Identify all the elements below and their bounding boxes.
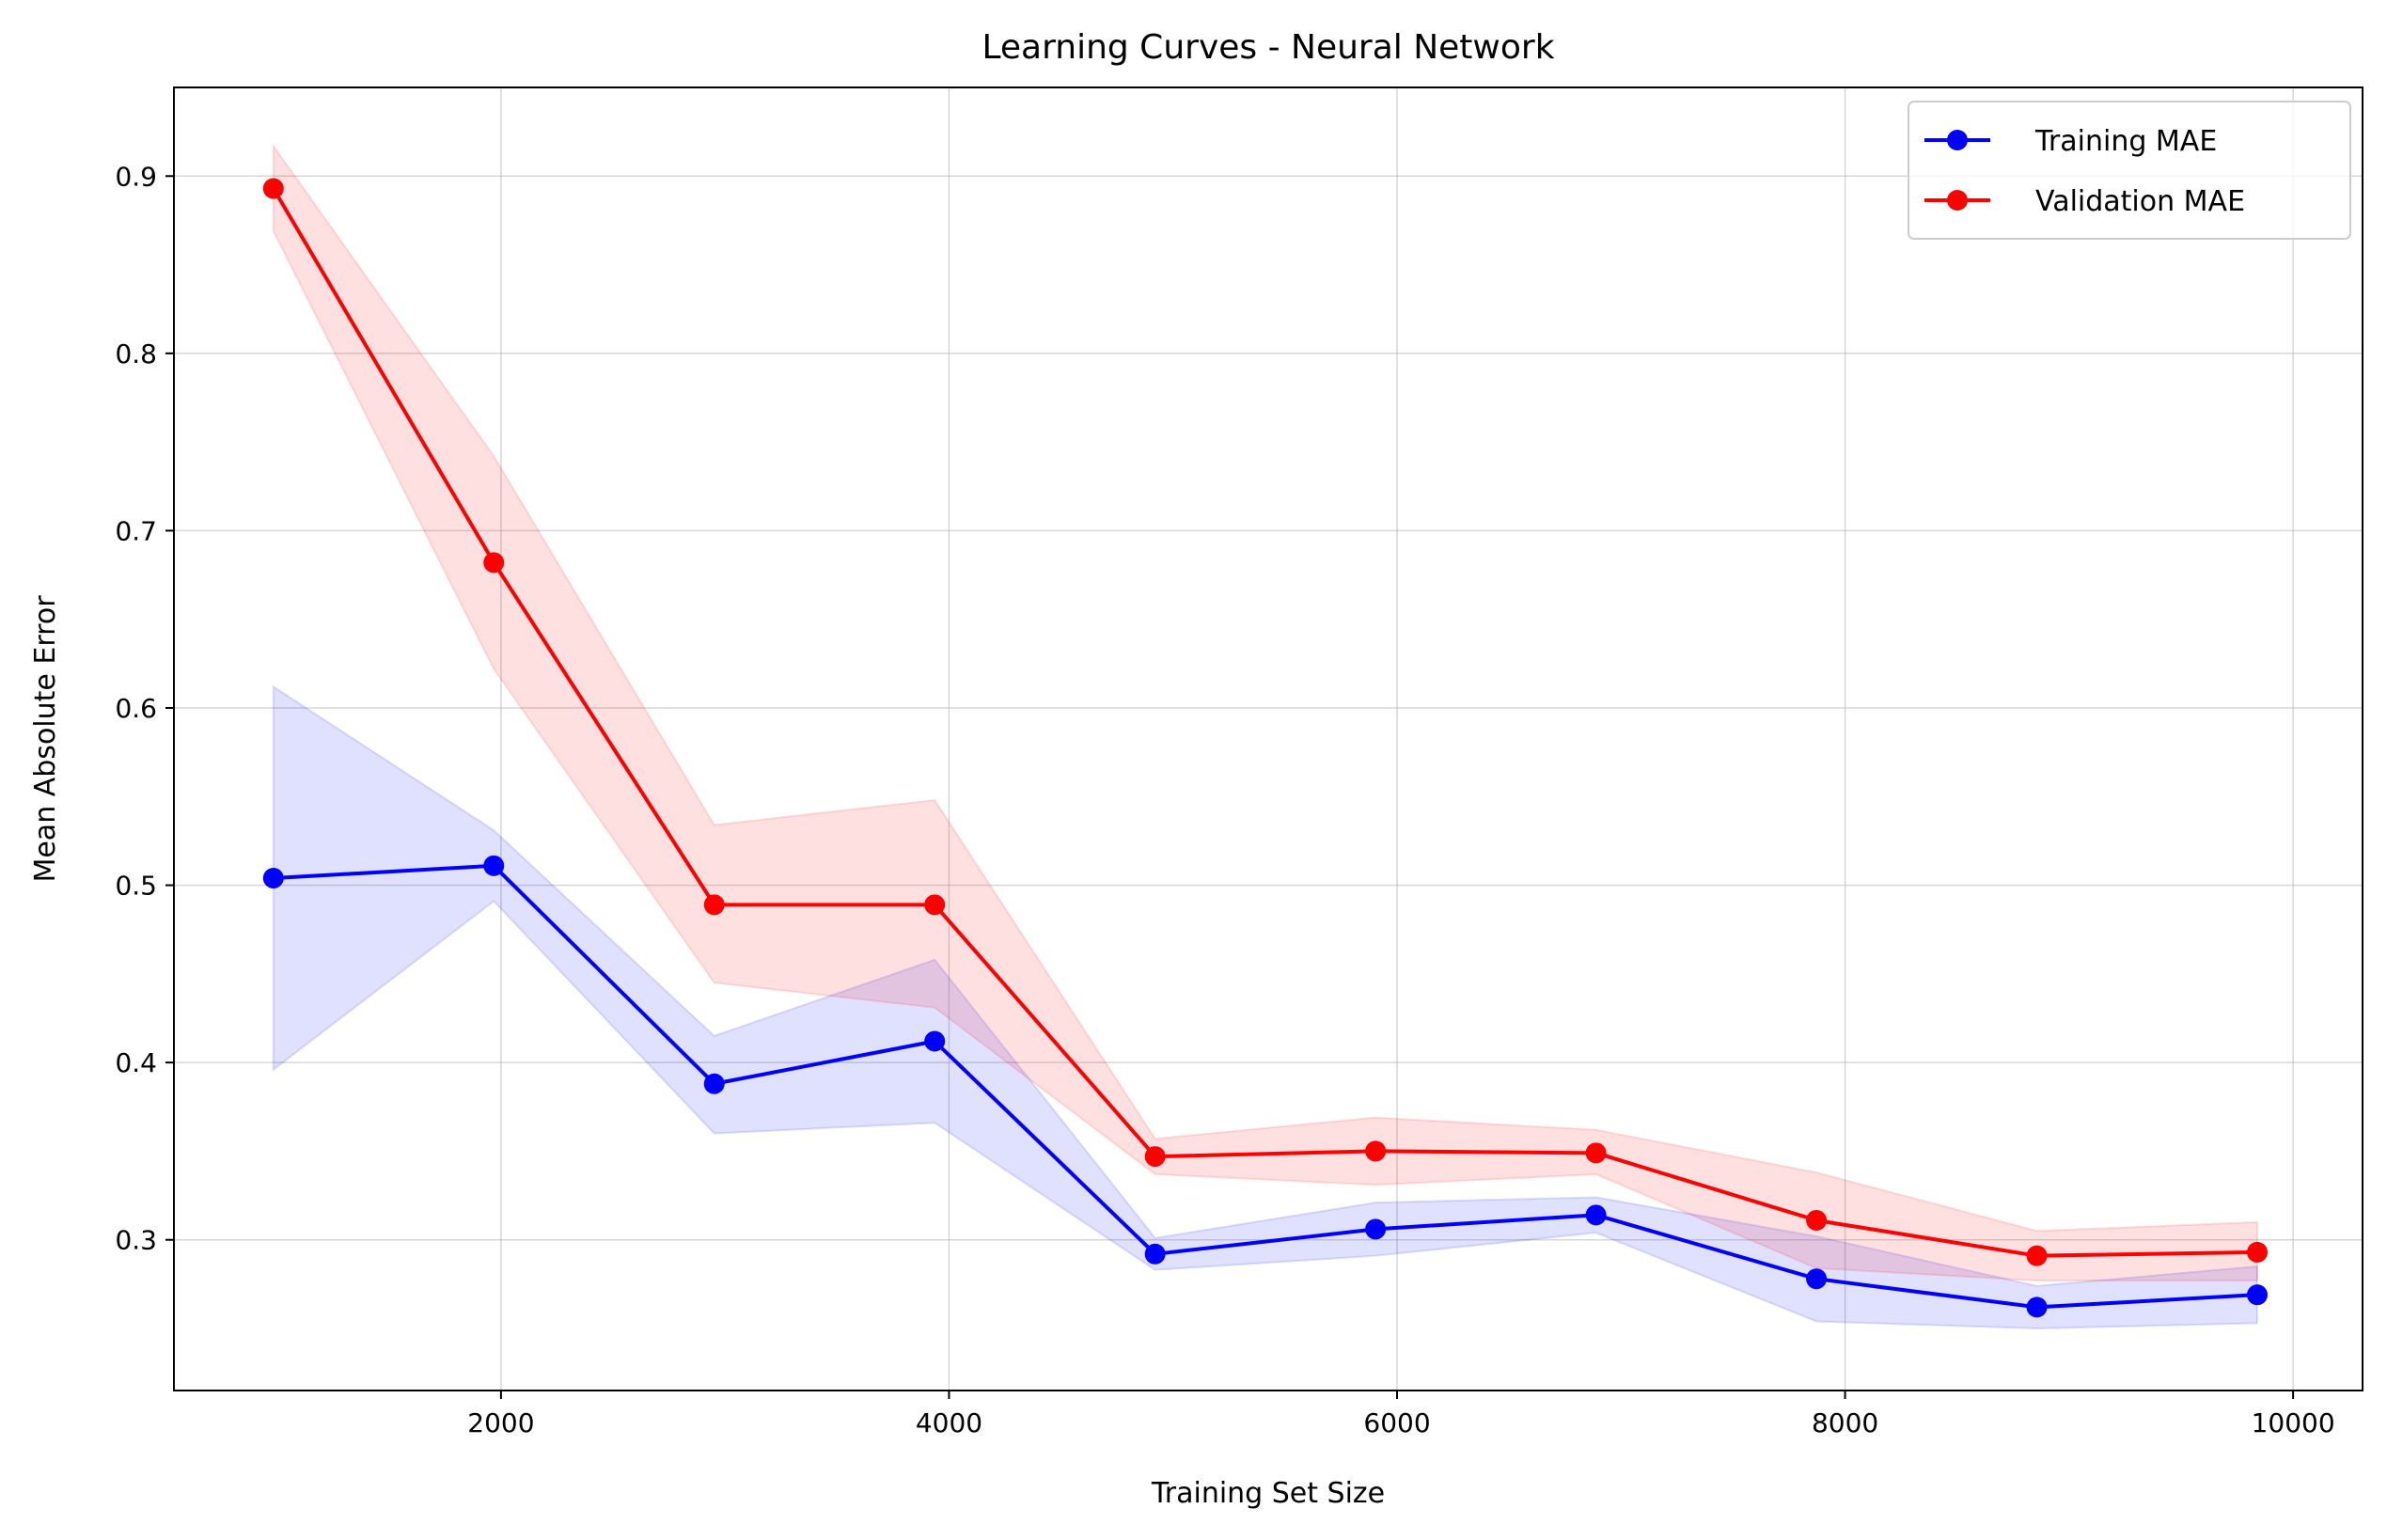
plot-frame — [173, 86, 2363, 1391]
validation-point — [1144, 1146, 1166, 1168]
legend-marker-training — [1947, 130, 1968, 150]
training-point — [1806, 1268, 1828, 1290]
confidence-bands — [272, 143, 2259, 1330]
grid-lines — [174, 87, 2363, 1391]
validation-point — [2247, 1241, 2269, 1263]
training-band — [272, 684, 2259, 1330]
training-line — [273, 863, 2258, 1310]
validation-point — [1806, 1209, 1828, 1231]
legend-box — [1908, 101, 2351, 240]
training-point — [1365, 1218, 1387, 1240]
series-markers — [262, 178, 2269, 1318]
y-tick-label: 0.7 — [115, 515, 157, 546]
x-axis-ticks: 2000 4000 6000 8000 10000 — [467, 1391, 2335, 1438]
validation-point — [262, 178, 284, 199]
training-point — [2247, 1284, 2269, 1306]
y-axis-label: Mean Absolute Error — [29, 595, 62, 883]
validation-point — [2026, 1245, 2048, 1266]
y-tick-label: 0.5 — [115, 871, 157, 902]
training-point — [703, 1073, 725, 1094]
legend-label-validation: Validation MAE — [2035, 185, 2245, 218]
y-tick-label: 0.4 — [115, 1047, 157, 1078]
chart-title: Learning Curves - Neural Network — [981, 28, 1554, 67]
validation-point — [1365, 1140, 1387, 1162]
y-tick-label: 0.3 — [115, 1225, 157, 1256]
x-tick-label: 2000 — [467, 1407, 534, 1438]
training-point — [262, 868, 284, 889]
legend-label-training: Training MAE — [2034, 125, 2217, 158]
training-point — [483, 855, 505, 876]
training-point — [1144, 1243, 1166, 1265]
y-tick-label: 0.8 — [115, 338, 157, 369]
y-axis-ticks: 0.3 0.4 0.5 0.6 0.7 0.8 0.9 — [115, 161, 174, 1256]
validation-point — [1585, 1142, 1607, 1164]
x-tick-label: 4000 — [916, 1407, 982, 1438]
validation-point — [703, 894, 725, 916]
x-axis-label: Training Set Size — [1151, 1477, 1385, 1510]
legend-marker-validation — [1947, 190, 1968, 211]
training-point — [2026, 1296, 2048, 1318]
validation-point — [924, 894, 946, 916]
validation-line — [272, 187, 2258, 1258]
x-tick-label: 6000 — [1363, 1407, 1430, 1438]
training-point — [1585, 1204, 1607, 1226]
legend: Training MAE Validation MAE — [1908, 101, 2351, 240]
y-tick-label: 0.9 — [115, 161, 157, 192]
training-point — [924, 1030, 946, 1052]
y-tick-label: 0.6 — [115, 693, 157, 724]
validation-band — [272, 143, 2259, 1282]
x-tick-label: 10000 — [2252, 1407, 2335, 1438]
series-lines — [272, 187, 2258, 1310]
x-tick-label: 8000 — [1812, 1407, 1878, 1438]
validation-point — [483, 552, 505, 574]
